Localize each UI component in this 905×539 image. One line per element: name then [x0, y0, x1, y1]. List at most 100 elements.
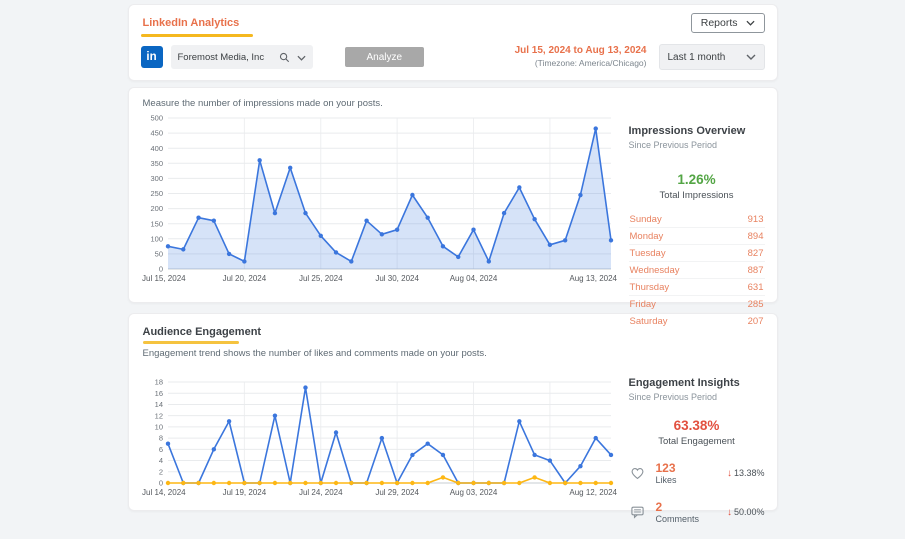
svg-text:10: 10	[154, 422, 162, 431]
chevron-down-icon[interactable]	[296, 48, 306, 66]
svg-text:350: 350	[150, 159, 163, 168]
engagement-insights-subtitle: Since Previous Period	[628, 391, 718, 402]
impressions-card: Measure the number of impressions made o…	[127, 87, 778, 327]
svg-text:8: 8	[158, 433, 162, 442]
day-label: Saturday	[629, 315, 668, 327]
svg-text:Aug 03, 2024: Aug 03, 2024	[449, 488, 497, 497]
tab-linkedin-analytics[interactable]: LinkedIn Analytics	[140, 13, 253, 37]
engagement-insights-panel: Engagement Insights Since Previous Perio…	[629, 377, 765, 539]
svg-text:14: 14	[154, 400, 162, 409]
total-engagement-label: Total Engagement	[658, 435, 735, 447]
likes-value: 123	[655, 460, 676, 475]
down-arrow-icon: ↓	[726, 506, 732, 518]
engagement-card: Audience Engagement Engagement trend sho…	[127, 313, 778, 524]
search-icon[interactable]	[279, 52, 290, 63]
likes-label: Likes	[655, 474, 677, 485]
header-card: LinkedIn Analytics Reports in Foremost M…	[127, 4, 778, 81]
table-row-wednesday: Wednesday 887	[628, 262, 765, 279]
impressions-by-day-table: Sunday 913 Monday 894 Tuesday 827 Wednesday…	[628, 211, 765, 329]
svg-text:500: 500	[150, 114, 163, 123]
svg-text:Jul 25, 2024: Jul 25, 2024	[298, 274, 342, 283]
comments-label: Comments	[655, 514, 700, 525]
table-row-saturday: Saturday 207	[629, 313, 765, 329]
day-label: Thursday	[629, 281, 670, 293]
engagement-insights-title: Engagement Insights	[628, 376, 740, 389]
analytics-page: LinkedIn Analytics Reports in Foremost M…	[127, 0, 778, 524]
comments-delta: ↓ 50.00%	[727, 507, 765, 518]
engagement-chart[interactable]: 0 2 4 6 8 10 12 14 16 18 Jul 14, 2024 Jul 19, 2024 J…	[141, 363, 618, 539]
reports-button[interactable]: Reports	[690, 13, 765, 33]
impressions-overview-subtitle: Since Previous Period	[628, 140, 718, 150]
company-name: Foremost Media, Inc	[177, 51, 265, 63]
svg-text:Jul 20, 2024: Jul 20, 2024	[222, 274, 266, 283]
engagement-description: Engagement trend shows the number of lik…	[142, 347, 487, 359]
impressions-overview-title: Impressions Overview	[628, 125, 746, 137]
svg-text:18: 18	[154, 377, 162, 386]
reports-button-label: Reports	[700, 17, 738, 29]
period-selected-value: Last 1 month	[667, 51, 726, 63]
table-row-thursday: Thursday 631	[628, 279, 765, 296]
svg-text:6: 6	[158, 444, 162, 453]
chevron-down-icon	[745, 17, 755, 29]
day-value: 894	[747, 230, 764, 242]
day-value: 631	[747, 281, 764, 293]
tab-label: LinkedIn Analytics	[142, 17, 240, 29]
timezone-text: (Timezone: America/Chicago)	[534, 57, 647, 68]
comments-delta-value: 50.00%	[733, 507, 765, 518]
engagement-title: Audience Engagement	[142, 326, 262, 338]
date-range-text: Jul 15, 2024 to Aug 13, 2024	[514, 45, 647, 57]
total-impressions-label: Total Impressions	[659, 190, 734, 201]
engagement-title-underline	[142, 341, 239, 344]
svg-text:12: 12	[154, 411, 162, 420]
svg-text:4: 4	[158, 456, 162, 465]
day-value: 827	[747, 247, 764, 259]
linkedin-logo-text: in	[146, 51, 157, 63]
total-engagement-change-pct: 63.38%	[673, 417, 720, 433]
likes-metric-row: 123 Likes ↓ 13.38%	[629, 461, 765, 486]
likes-delta-value: 13.38%	[733, 468, 765, 479]
svg-text:16: 16	[154, 388, 162, 397]
linkedin-logo-icon: in	[140, 46, 163, 68]
svg-text:2: 2	[158, 467, 162, 476]
svg-text:400: 400	[150, 144, 163, 153]
svg-text:0: 0	[158, 478, 162, 487]
svg-text:Jul 19, 2024: Jul 19, 2024	[222, 488, 266, 497]
day-value: 207	[747, 315, 764, 327]
day-label: Friday	[629, 298, 656, 310]
day-label: Sunday	[629, 213, 662, 225]
impressions-description: Measure the number of impressions made o…	[142, 98, 383, 109]
svg-text:450: 450	[150, 129, 163, 138]
impressions-overview-panel: Impressions Overview Since Previous Peri…	[628, 125, 765, 329]
table-row-monday: Monday 894	[628, 228, 765, 245]
period-select[interactable]: Last 1 month	[658, 44, 765, 70]
analyze-button[interactable]: Analyze	[344, 47, 425, 67]
company-select[interactable]: Foremost Media, Inc	[170, 45, 313, 69]
svg-text:Jul 29, 2024: Jul 29, 2024	[375, 488, 419, 497]
svg-text:50: 50	[154, 250, 162, 259]
svg-text:Jul 24, 2024: Jul 24, 2024	[298, 488, 342, 497]
svg-text:Jul 14, 2024: Jul 14, 2024	[142, 488, 186, 497]
impressions-chart[interactable]: 0 50 100 150 200 250 300 350 400 450 500 Jul 15, 20…	[141, 113, 618, 329]
day-label: Wednesday	[629, 264, 680, 276]
table-row-friday: Friday 285	[628, 296, 765, 313]
svg-text:Aug 12, 2024: Aug 12, 2024	[569, 488, 617, 497]
day-label: Tuesday	[629, 247, 666, 259]
svg-text:Aug 13, 2024: Aug 13, 2024	[569, 274, 617, 283]
svg-text:300: 300	[150, 174, 163, 183]
down-arrow-icon: ↓	[726, 467, 732, 479]
table-row-sunday: Sunday 913	[628, 211, 765, 228]
heart-icon	[629, 465, 646, 481]
day-label: Monday	[629, 230, 664, 242]
svg-text:100: 100	[150, 234, 163, 243]
day-value: 913	[747, 213, 764, 225]
chevron-down-icon	[746, 52, 756, 63]
table-row-tuesday: Tuesday 827	[628, 245, 765, 262]
svg-text:150: 150	[150, 219, 163, 228]
svg-text:0: 0	[158, 265, 162, 274]
comments-value: 2	[655, 499, 663, 514]
engagement-chart-svg: 0 2 4 6 8 10 12 14 16 18 Jul 14, 2024 Jul 19, 2024 J…	[142, 377, 618, 497]
comments-metric-row: 2 Comments ↓ 50.00%	[629, 500, 765, 525]
likes-delta: ↓ 13.38%	[727, 468, 765, 479]
svg-text:Aug 04, 2024: Aug 04, 2024	[449, 274, 497, 283]
svg-text:Jul 15, 2024: Jul 15, 2024	[142, 274, 186, 283]
